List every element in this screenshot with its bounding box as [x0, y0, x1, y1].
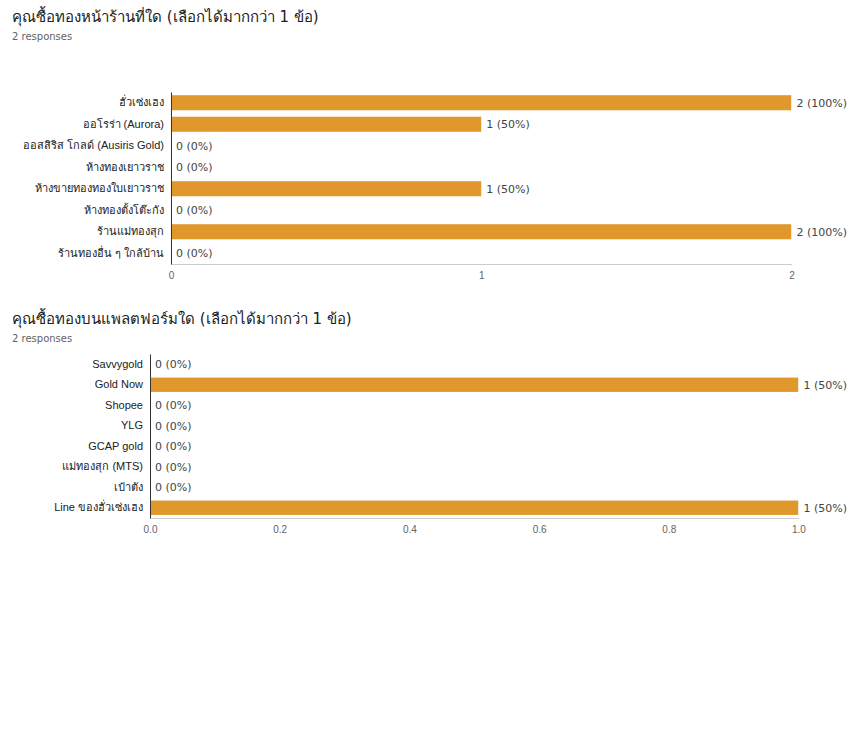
- x-tick: 1.0: [792, 518, 806, 535]
- x-tick: 0.6: [533, 518, 547, 535]
- bar: [150, 501, 798, 515]
- data-label: 2 (100%): [796, 226, 847, 239]
- y-tick-label: ห้างทองตั้งโต๊ะกัง: [84, 202, 164, 216]
- y-tick-label: ห้างขายทองทองใบเยาวราช: [35, 182, 164, 194]
- bar: [171, 181, 481, 196]
- x-tick: 0.8: [662, 518, 676, 535]
- data-label: 2 (100%): [796, 97, 847, 110]
- chart-panel: คุณซื้อทองหน้าร้านที่ใด (เลือกได้มากกว่า…: [12, 6, 847, 281]
- y-tick-label: GCAP gold: [88, 440, 143, 452]
- data-label: 0 (0%): [155, 399, 192, 412]
- chart-panel: คุณซื้อทองบนแพลตฟอร์มใด (เลือกได้มากกว่า…: [12, 308, 847, 535]
- x-axis: 0.0 0.2 0.4 0.6 0.8 1.0: [144, 518, 807, 535]
- data-label: 0 (0%): [176, 140, 213, 153]
- data-label: 0 (0%): [155, 440, 192, 453]
- chart-title: คุณซื้อทองบนแพลตฟอร์มใด (เลือกได้มากกว่า…: [12, 308, 352, 329]
- y-tick: YLG: [121, 419, 150, 431]
- y-tick-label: ร้านทองอื่น ๆ ใกล้บ้าน: [58, 245, 164, 259]
- data-label: 0 (0%): [155, 358, 192, 371]
- y-tick: Savvygold: [92, 358, 150, 370]
- y-tick-label: เป๋าตัง: [114, 481, 143, 493]
- chart-subtitle: 2 responses: [12, 333, 72, 344]
- y-tick: Line ของฮั่วเซ่งเฮง: [54, 499, 150, 513]
- data-label: 0 (0%): [155, 461, 192, 474]
- bar: [171, 224, 792, 239]
- data-label: 0 (0%): [176, 247, 213, 260]
- x-tick-label: 0.8: [662, 524, 676, 535]
- y-tick-label: Savvygold: [92, 358, 143, 370]
- bars: [150, 378, 798, 515]
- y-tick: ห้างทองเยาวราช: [86, 161, 171, 173]
- x-tick: 0.0: [144, 518, 158, 535]
- data-labels: 2 (100%) 1 (50%) 0 (0%) 0 (0%) 1 (50%) 0 (0%)…: [176, 97, 847, 261]
- y-tick: ออโรร่า (Aurora): [83, 117, 171, 130]
- x-tick: 1: [479, 264, 485, 281]
- y-tick-label: ออสสิริส โกลด์ (Ausiris Gold): [23, 138, 164, 151]
- chart-title: คุณซื้อทองหน้าร้านที่ใด (เลือกได้มากกว่า…: [12, 6, 319, 27]
- data-label: 0 (0%): [155, 481, 192, 494]
- x-tick: 0: [169, 264, 175, 281]
- x-tick-label: 1: [479, 270, 485, 281]
- data-label: 1 (50%): [803, 502, 847, 515]
- y-tick: ห้างขายทองทองใบเยาวราช: [35, 182, 171, 194]
- x-tick: 0.2: [273, 518, 287, 535]
- x-tick-label: 0: [169, 270, 175, 281]
- data-label: 1 (50%): [486, 183, 530, 196]
- y-axis-line: [150, 355, 151, 519]
- y-tick: GCAP gold: [88, 440, 150, 452]
- bars: [171, 95, 792, 239]
- x-tick-label: 1.0: [792, 524, 806, 535]
- data-label: 0 (0%): [155, 420, 192, 433]
- bar: [171, 95, 792, 110]
- y-tick-label: Shopee: [105, 399, 143, 411]
- y-tick-label: Line ของฮั่วเซ่งเฮง: [54, 499, 143, 513]
- y-tick: เป๋าตัง: [114, 481, 150, 493]
- x-tick-label: 0.0: [144, 524, 158, 535]
- x-axis-line: [151, 518, 799, 519]
- y-tick-label: แม่ทองสุก (MTS): [62, 460, 143, 473]
- y-tick: ฮั่วเซ่งเฮง: [119, 94, 171, 108]
- y-tick-label: ร้านแม่ทองสุก: [97, 225, 164, 238]
- x-axis: 0 1 2: [169, 264, 796, 281]
- x-tick: 2: [789, 264, 795, 281]
- x-tick: 0.4: [403, 518, 417, 535]
- chart-subtitle: 2 responses: [12, 31, 72, 42]
- y-tick-label: ออโรร่า (Aurora): [83, 117, 164, 130]
- y-axis-line: [171, 93, 172, 265]
- y-axis: Savvygold Gold Now Shopee YLG GCAP gold แม่ทอ…: [54, 355, 150, 519]
- data-label: 0 (0%): [176, 161, 213, 174]
- x-tick-label: 2: [789, 270, 795, 281]
- y-tick-label: ห้างทองเยาวราช: [86, 161, 164, 173]
- y-tick: แม่ทองสุก (MTS): [62, 460, 150, 473]
- bar: [171, 117, 481, 132]
- x-tick-label: 0.2: [273, 524, 287, 535]
- y-axis: ฮั่วเซ่งเฮงออโรร่า (Aurora) ออสสิริส โกลด…: [23, 93, 171, 265]
- y-tick: ออสสิริส โกลด์ (Ausiris Gold): [23, 138, 171, 151]
- y-tick: ร้านทองอื่น ๆ ใกล้บ้าน: [58, 245, 171, 259]
- y-tick-label: Gold Now: [95, 378, 143, 390]
- chart-canvas: คุณซื้อทองหน้าร้านที่ใด (เลือกได้มากกว่า…: [0, 0, 862, 738]
- data-labels: 0 (0%) 1 (50%) 0 (0%) 0 (0%) 0 (0%) 0 (0%) 0 (…: [155, 358, 847, 514]
- y-tick: Gold Now: [95, 378, 150, 390]
- x-tick-label: 0.6: [533, 524, 547, 535]
- x-axis-line: [171, 264, 792, 265]
- y-tick: ห้างทองตั้งโต๊ะกัง: [84, 202, 171, 216]
- bar: [150, 378, 798, 392]
- data-label: 0 (0%): [176, 204, 213, 217]
- y-tick: ร้านแม่ทองสุก: [97, 225, 171, 238]
- y-tick-label: ฮั่วเซ่งเฮง: [119, 94, 164, 108]
- y-tick-label: YLG: [121, 419, 143, 431]
- data-label: 1 (50%): [486, 118, 530, 131]
- x-tick-label: 0.4: [403, 524, 417, 535]
- y-tick: Shopee: [105, 399, 150, 411]
- data-label: 1 (50%): [803, 379, 847, 392]
